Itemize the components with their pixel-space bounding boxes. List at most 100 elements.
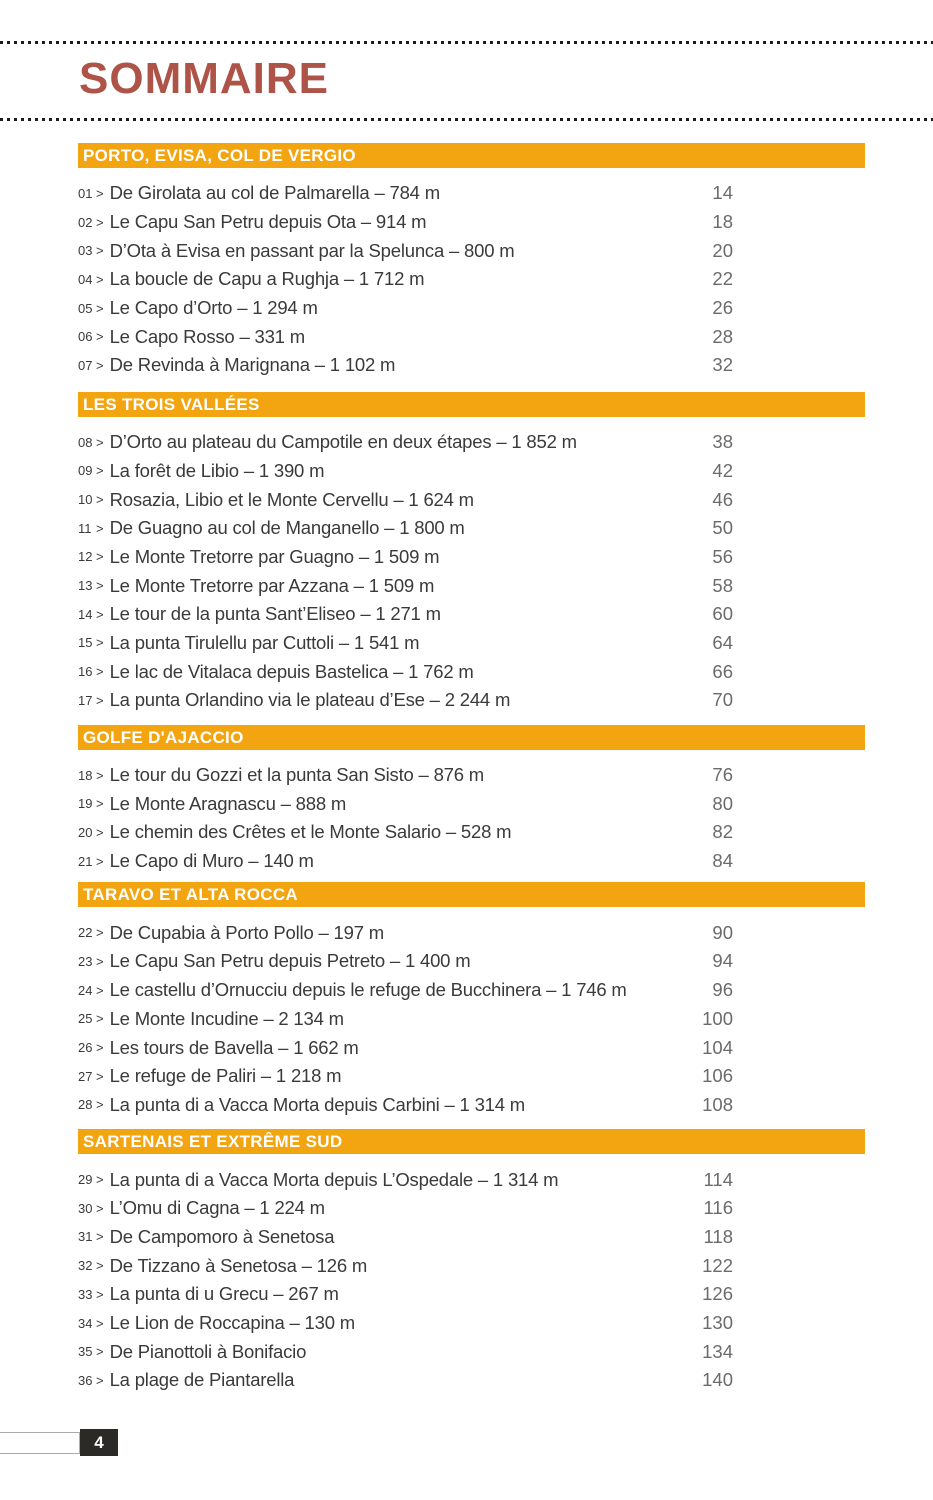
entry-title: De Pianottoli à Bonifacio [109, 1340, 307, 1362]
entry-number: 25 [78, 1011, 93, 1027]
toc-entry: 11 > De Guagno au col de Manganello – 1 … [78, 514, 865, 543]
entry-page-number: 64 [712, 631, 733, 653]
entry-separator-chevron: > [96, 1258, 104, 1274]
entry-separator-chevron: > [96, 953, 104, 969]
toc-section: LES TROIS VALLÉES 08 > D’Orto au plateau… [78, 391, 865, 715]
entry-title: De Girolata au col de Palmarella – 784 m [109, 182, 441, 204]
entry-separator-chevron: > [96, 1372, 104, 1388]
section-header-bar: PORTO, EVISA, COL DE VERGIO [78, 143, 865, 168]
entry-title: La boucle de Capu a Rughja – 1 712 m [109, 268, 425, 290]
entry-page-number: 22 [712, 268, 733, 290]
toc-entry: 36 > La plage de Piantarella 140 [78, 1366, 865, 1395]
entry-page-number: 108 [702, 1093, 733, 1115]
entry-page-number: 76 [712, 764, 733, 786]
entry-title: La punta di a Vacca Morta depuis L’Osped… [109, 1168, 559, 1190]
toc-entry: 13 > Le Monte Tretorre par Azzana – 1 50… [78, 571, 865, 600]
toc-entry: 27 > Le refuge de Paliri – 1 218 m 106 [78, 1062, 865, 1091]
entry-title: Le Capo d’Orto – 1 294 m [109, 297, 318, 319]
section-title: SARTENAIS ET EXTRÊME SUD [83, 1132, 343, 1152]
entry-separator-chevron: > [96, 982, 104, 998]
section-entries: 01 > De Girolata au col de Palmarella – … [78, 179, 865, 380]
dotted-rule-under-title [0, 118, 933, 121]
entry-title: Le castellu d’Ornucciu depuis le refuge … [109, 979, 627, 1001]
entry-title: D’Orto au plateau du Campotile en deux é… [109, 431, 577, 453]
toc-entry: 10 > Rosazia, Libio et le Monte Cervellu… [78, 485, 865, 514]
entry-page-number: 46 [712, 488, 733, 510]
entry-separator-chevron: > [96, 1097, 104, 1113]
entry-title: Le tour du Gozzi et la punta San Sisto –… [109, 764, 485, 786]
entry-number: 26 [78, 1040, 93, 1056]
entry-separator-chevron: > [96, 767, 104, 783]
section-entries: 08 > D’Orto au plateau du Campotile en d… [78, 428, 865, 715]
entry-page-number: 116 [703, 1197, 734, 1219]
entry-title: De Tizzano à Senetosa – 126 m [109, 1254, 368, 1276]
section-header-bar: TARAVO ET ALTA ROCCA [78, 882, 865, 908]
entry-page-number: 118 [703, 1225, 734, 1247]
section-title: GOLFE D'AJACCIO [83, 727, 244, 747]
toc-entry: 32 > De Tizzano à Senetosa – 126 m 122 [78, 1251, 865, 1280]
toc-entry: 20 > Le chemin des Crêtes et le Monte Sa… [78, 818, 865, 847]
toc-section: PORTO, EVISA, COL DE VERGIO 01 > De Giro… [78, 143, 865, 380]
entry-number: 06 [78, 329, 93, 345]
page-title: SOMMAIRE [79, 54, 329, 103]
entry-page-number: 60 [712, 603, 733, 625]
entry-number: 30 [78, 1200, 93, 1216]
toc-entry: 23 > Le Capu San Petru depuis Petreto – … [78, 947, 865, 976]
entry-separator-chevron: > [96, 463, 104, 479]
toc-entry: 29 > La punta di a Vacca Morta depuis L’… [78, 1165, 865, 1194]
toc-entry: 24 > Le castellu d’Ornucciu depuis le re… [78, 976, 865, 1005]
entry-title: Le Capu San Petru depuis Ota – 914 m [109, 211, 427, 233]
entry-number: 23 [78, 953, 93, 969]
entry-separator-chevron: > [96, 1344, 104, 1360]
entry-separator-chevron: > [96, 578, 104, 594]
entry-number: 02 [78, 214, 93, 230]
entry-page-number: 100 [702, 1007, 733, 1029]
entry-title: Le lac de Vitalaca depuis Bastelica – 1 … [109, 660, 474, 682]
entry-separator-chevron: > [96, 1068, 104, 1084]
entry-number: 05 [78, 300, 93, 316]
toc-entry: 28 > La punta di a Vacca Morta depuis Ca… [78, 1091, 865, 1120]
entry-page-number: 140 [702, 1369, 733, 1391]
entry-separator-chevron: > [96, 853, 104, 869]
entry-page-number: 58 [712, 574, 733, 596]
entry-number: 28 [78, 1097, 93, 1113]
entry-number: 16 [78, 664, 93, 680]
entry-title: Le chemin des Crêtes et le Monte Salario… [109, 821, 512, 843]
entry-title: La punta Orlandino via le plateau d’Ese … [109, 689, 511, 711]
toc-entry: 30 > L’Omu di Cagna – 1 224 m 116 [78, 1194, 865, 1223]
section-title: PORTO, EVISA, COL DE VERGIO [83, 146, 356, 165]
entry-separator-chevron: > [96, 185, 104, 201]
section-title: TARAVO ET ALTA ROCCA [83, 885, 299, 905]
entry-number: 19 [78, 796, 93, 812]
entry-separator-chevron: > [96, 1200, 104, 1216]
toc-entry: 33 > La punta di u Grecu – 267 m 126 [78, 1280, 865, 1309]
entry-number: 07 [78, 357, 93, 373]
entry-number: 20 [78, 824, 93, 840]
entry-title: La forêt de Libio – 1 390 m [109, 459, 325, 481]
entry-title: Le Monte Tretorre par Azzana – 1 509 m [109, 574, 435, 596]
footer-strip [0, 1432, 80, 1454]
entry-page-number: 114 [703, 1168, 734, 1190]
entry-number: 08 [78, 434, 93, 450]
entry-number: 04 [78, 271, 93, 287]
entry-number: 32 [78, 1258, 93, 1274]
toc-entry: 14 > Le tour de la punta Sant’Eliseo – 1… [78, 600, 865, 629]
section-entries: 18 > Le tour du Gozzi et la punta San Si… [78, 761, 865, 876]
entry-number: 35 [78, 1344, 93, 1360]
entry-separator-chevron: > [96, 664, 104, 680]
entry-title: D’Ota à Evisa en passant par la Spelunca… [109, 239, 515, 261]
entry-page-number: 106 [702, 1065, 733, 1087]
toc-entry: 18 > Le tour du Gozzi et la punta San Si… [78, 761, 865, 790]
entry-page-number: 126 [702, 1283, 733, 1305]
entry-number: 13 [78, 578, 93, 594]
entry-separator-chevron: > [96, 214, 104, 230]
entry-number: 34 [78, 1315, 93, 1331]
entry-page-number: 20 [712, 239, 733, 261]
entry-page-number: 96 [712, 979, 733, 1001]
entry-title: La punta di u Grecu – 267 m [109, 1283, 339, 1305]
dotted-rule-top [0, 41, 933, 44]
entry-page-number: 84 [712, 850, 733, 872]
toc-entry: 34 > Le Lion de Roccapina – 130 m 130 [78, 1309, 865, 1338]
toc-section: TARAVO ET ALTA ROCCA 22 > De Cupabia à P… [78, 882, 865, 1119]
entry-page-number: 90 [712, 921, 733, 943]
